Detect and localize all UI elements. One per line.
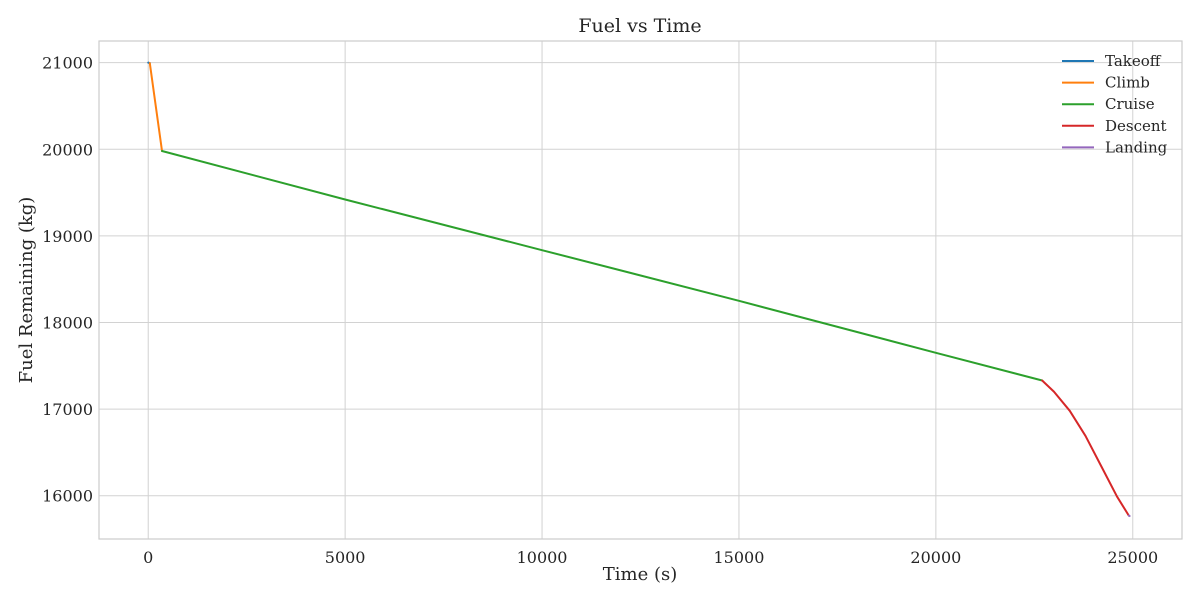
legend-label-cruise: Cruise [1105,95,1155,113]
x-tick-label: 15000 [714,548,765,567]
y-tick-label: 19000 [42,227,93,246]
y-tick-label: 21000 [42,54,93,73]
y-tick-label: 18000 [42,313,93,332]
plot-frame [98,40,1183,540]
grid [99,41,1182,539]
y-axis-title: Fuel Remaining (kg) [16,197,37,384]
series-line-descent [1041,379,1130,517]
x-axis-title: Time (s) [603,564,678,585]
x-tick-label: 0 [143,548,153,567]
series-lines [147,61,1131,518]
y-tick-label: 16000 [42,487,93,506]
series-line-cruise [161,149,1044,382]
y-tick-label: 20000 [42,140,93,159]
legend-label-climb: Climb [1105,74,1150,92]
legend-label-descent: Descent [1105,117,1167,135]
legend-label-landing: Landing [1105,138,1168,156]
y-tick-label: 17000 [42,400,93,419]
chart-title: Fuel vs Time [578,15,701,37]
legend-label-takeoff: Takeoff [1105,52,1162,70]
legend: Takeoff Climb Cruise Descent Landing [1062,52,1168,156]
x-tick-label: 10000 [517,548,568,567]
series-line-climb [148,62,164,152]
tick-labels: 0 5000 10000 15000 20000 25000 16000 17000 18000… [42,54,1158,567]
x-tick-label: 25000 [1107,548,1158,567]
x-tick-label: 5000 [325,548,366,567]
x-tick-label: 20000 [910,548,961,567]
